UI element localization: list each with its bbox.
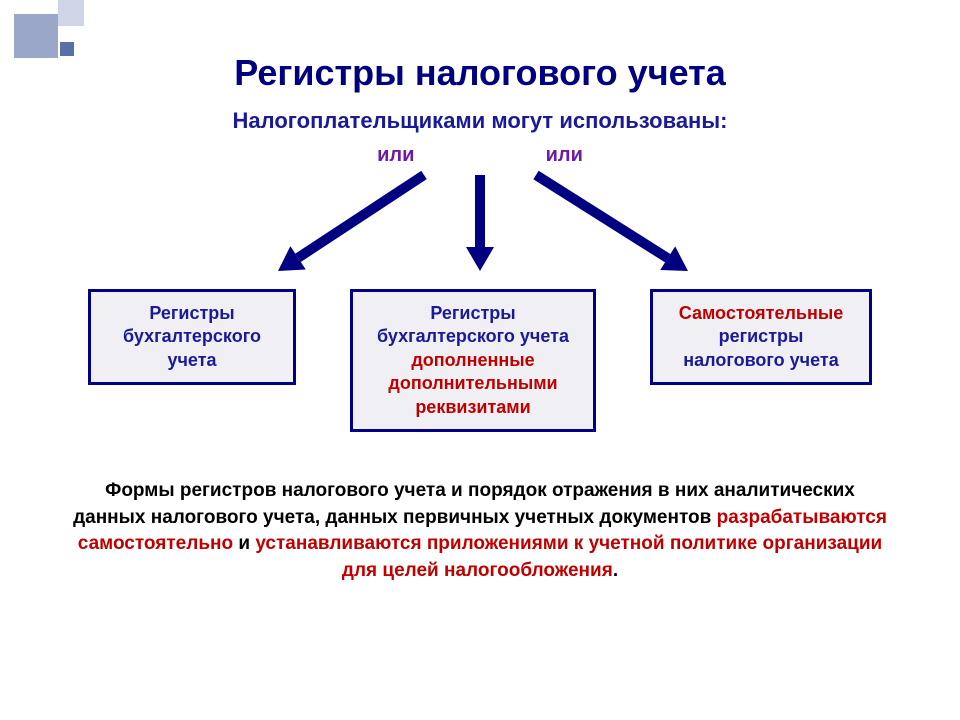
boxes-row: РегистрыбухгалтерскогоучетаРегистрыбухга… bbox=[0, 289, 960, 432]
box-line: Регистры bbox=[99, 302, 285, 325]
footer-segment: устанавливаются приложениями к учетной п… bbox=[255, 533, 882, 581]
box-line: дополнительными bbox=[361, 372, 585, 395]
box-line: Самостоятельные bbox=[661, 302, 861, 325]
box-line: бухгалтерского bbox=[99, 325, 285, 348]
box-line: реквизитами bbox=[361, 396, 585, 419]
footer-segment: и bbox=[233, 533, 255, 554]
or-left: или bbox=[377, 144, 414, 167]
option-box-2: Регистрыбухгалтерского учетадополненныед… bbox=[350, 289, 596, 432]
option-box-1: Регистрыбухгалтерскогоучета bbox=[88, 289, 296, 385]
footer-segment: . bbox=[613, 560, 618, 581]
subtitle: Налогоплательщиками могут использованы: bbox=[0, 108, 960, 134]
box-line: Регистры bbox=[361, 302, 585, 325]
box-line: регистры bbox=[661, 325, 861, 348]
option-box-3: Самостоятельныерегистрыналогового учета bbox=[650, 289, 872, 385]
arrows-svg bbox=[160, 167, 800, 287]
or-labels: или или bbox=[0, 144, 960, 167]
box-line: учета bbox=[99, 349, 285, 372]
page-title: Регистры налогового учета bbox=[0, 0, 960, 94]
box-line: налогового учета bbox=[661, 349, 861, 372]
box-line: дополненные bbox=[361, 349, 585, 372]
footer-text: Формы регистров налогового учета и поряд… bbox=[0, 478, 960, 584]
box-line: бухгалтерского учета bbox=[361, 325, 585, 348]
or-right: или bbox=[546, 144, 583, 167]
